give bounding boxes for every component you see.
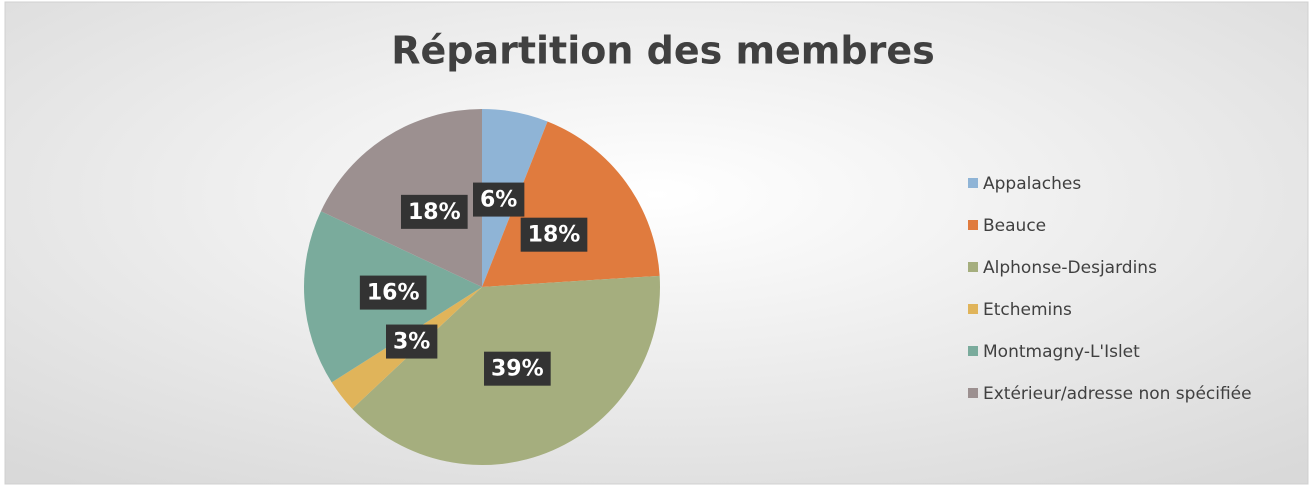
data-label: 18% bbox=[408, 200, 461, 225]
legend-label: Montmagny-L'Islet bbox=[983, 342, 1140, 362]
legend-label: Extérieur/adresse non spécifiée bbox=[983, 384, 1252, 404]
data-label-box bbox=[359, 275, 427, 310]
legend-swatch bbox=[968, 220, 978, 230]
legend-swatch bbox=[968, 178, 978, 188]
chart-background bbox=[4, 1, 1309, 485]
data-label: 6% bbox=[480, 188, 517, 213]
data-label: 39% bbox=[491, 357, 544, 382]
legend-swatch bbox=[968, 304, 978, 314]
data-label-box bbox=[472, 182, 525, 217]
data-label: 16% bbox=[367, 281, 420, 306]
legend-swatch bbox=[968, 388, 978, 398]
legend-label: Alphonse-Desjardins bbox=[983, 258, 1157, 278]
data-label: 18% bbox=[528, 223, 581, 248]
legend-label: Beauce bbox=[983, 216, 1046, 236]
legend-swatch bbox=[968, 346, 978, 356]
data-label-box bbox=[385, 324, 438, 359]
chart-title: Répartition des membres bbox=[391, 29, 935, 73]
legend-label: Etchemins bbox=[983, 300, 1072, 320]
data-label-box bbox=[400, 194, 468, 229]
data-label-box bbox=[484, 351, 551, 386]
legend-swatch bbox=[968, 262, 978, 272]
data-label: 3% bbox=[393, 330, 430, 355]
data-label-box bbox=[520, 217, 588, 252]
legend-label: Appalaches bbox=[983, 174, 1081, 194]
